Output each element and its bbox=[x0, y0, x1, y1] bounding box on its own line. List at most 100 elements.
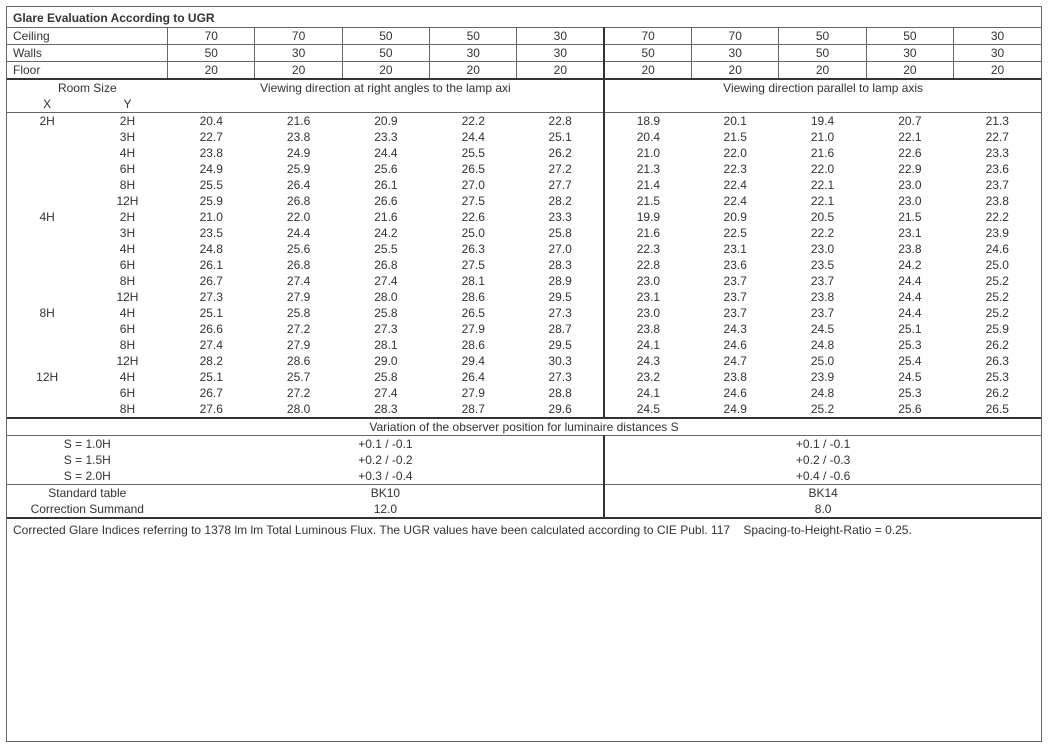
walls-val: 30 bbox=[866, 45, 953, 62]
ugr-value: 25.0 bbox=[779, 353, 866, 369]
ceiling-val: 50 bbox=[430, 28, 517, 45]
ugr-value: 23.7 bbox=[954, 177, 1041, 193]
ugr-value: 27.2 bbox=[255, 321, 342, 337]
ugr-value: 24.1 bbox=[604, 337, 691, 353]
ugr-value: 25.1 bbox=[168, 305, 255, 321]
ugr-value: 24.4 bbox=[430, 129, 517, 145]
ugr-value: 26.5 bbox=[430, 161, 517, 177]
ugr-value: 20.7 bbox=[866, 113, 953, 130]
ugr-value: 23.9 bbox=[954, 225, 1041, 241]
ugr-value: 21.6 bbox=[342, 209, 429, 225]
ugr-value: 20.4 bbox=[168, 113, 255, 130]
ugr-value: 21.0 bbox=[779, 129, 866, 145]
ugr-value: 28.0 bbox=[342, 289, 429, 305]
floor-val: 20 bbox=[168, 62, 255, 80]
y-cell: 4H bbox=[87, 369, 167, 385]
ugr-value: 27.4 bbox=[168, 337, 255, 353]
floor-label: Floor bbox=[7, 62, 168, 80]
table-row: 4H24.825.625.526.327.022.323.123.023.824… bbox=[7, 241, 1041, 257]
ugr-value: 20.1 bbox=[692, 113, 779, 130]
ugr-value: 24.2 bbox=[866, 257, 953, 273]
y-cell: 8H bbox=[87, 177, 167, 193]
ugr-value: 19.4 bbox=[779, 113, 866, 130]
x-cell bbox=[7, 401, 87, 418]
ugr-value: 21.5 bbox=[866, 209, 953, 225]
variation-right: +0.4 / -0.6 bbox=[604, 468, 1041, 485]
ugr-value: 27.7 bbox=[517, 177, 604, 193]
variation-s-label: S = 1.0H bbox=[7, 436, 168, 453]
ugr-value: 25.3 bbox=[866, 385, 953, 401]
ugr-value: 25.3 bbox=[866, 337, 953, 353]
ugr-value: 24.6 bbox=[954, 241, 1041, 257]
ugr-value: 27.3 bbox=[342, 321, 429, 337]
floor-val: 20 bbox=[517, 62, 604, 80]
y-cell: 3H bbox=[87, 129, 167, 145]
x-cell bbox=[7, 225, 87, 241]
ugr-value: 22.7 bbox=[954, 129, 1041, 145]
table-row: 3H22.723.823.324.425.120.421.521.022.122… bbox=[7, 129, 1041, 145]
ugr-value: 21.3 bbox=[604, 161, 691, 177]
direction-left-header: Viewing direction at right angles to the… bbox=[168, 79, 605, 96]
ugr-value: 27.3 bbox=[517, 305, 604, 321]
ugr-value: 23.8 bbox=[954, 193, 1041, 209]
ugr-value: 28.6 bbox=[430, 337, 517, 353]
ugr-value: 25.9 bbox=[255, 161, 342, 177]
ugr-value: 25.9 bbox=[954, 321, 1041, 337]
ugr-value: 23.0 bbox=[779, 241, 866, 257]
ugr-value: 27.5 bbox=[430, 193, 517, 209]
footnote-right: Spacing-to-Height-Ratio = 0.25. bbox=[730, 523, 912, 537]
ugr-value: 23.7 bbox=[692, 273, 779, 289]
ugr-value: 23.9 bbox=[779, 369, 866, 385]
variation-left: +0.2 / -0.2 bbox=[168, 452, 605, 468]
y-cell: 8H bbox=[87, 401, 167, 418]
footnote: Corrected Glare Indices referring to 137… bbox=[7, 518, 1041, 541]
ugr-value: 24.4 bbox=[255, 225, 342, 241]
ugr-value: 24.3 bbox=[692, 321, 779, 337]
ugr-value: 20.9 bbox=[342, 113, 429, 130]
ugr-value: 27.9 bbox=[255, 337, 342, 353]
ugr-value: 22.0 bbox=[779, 161, 866, 177]
x-cell bbox=[7, 177, 87, 193]
ugr-value: 24.9 bbox=[255, 145, 342, 161]
walls-val: 50 bbox=[342, 45, 429, 62]
ugr-value: 25.1 bbox=[168, 369, 255, 385]
ugr-value: 22.1 bbox=[779, 177, 866, 193]
ugr-value: 23.3 bbox=[954, 145, 1041, 161]
ugr-value: 26.8 bbox=[342, 257, 429, 273]
x-cell bbox=[7, 321, 87, 337]
x-cell bbox=[7, 273, 87, 289]
walls-val: 50 bbox=[604, 45, 691, 62]
variation-row: S = 1.5H+0.2 / -0.2+0.2 / -0.3 bbox=[7, 452, 1041, 468]
y-cell: 12H bbox=[87, 289, 167, 305]
ugr-value: 26.3 bbox=[430, 241, 517, 257]
ugr-value: 26.7 bbox=[168, 385, 255, 401]
footnote-row: Corrected Glare Indices referring to 137… bbox=[7, 518, 1041, 541]
table-row: 12H28.228.629.029.430.324.324.725.025.42… bbox=[7, 353, 1041, 369]
ugr-value: 24.6 bbox=[692, 385, 779, 401]
table-row: 4H23.824.924.425.526.221.022.021.622.623… bbox=[7, 145, 1041, 161]
variation-header: Variation of the observer position for l… bbox=[7, 418, 1041, 436]
ugr-value: 29.5 bbox=[517, 289, 604, 305]
ugr-value: 28.3 bbox=[517, 257, 604, 273]
x-cell: 2H bbox=[7, 113, 87, 130]
ugr-value: 30.3 bbox=[517, 353, 604, 369]
ugr-value: 27.4 bbox=[342, 273, 429, 289]
ugr-value: 26.8 bbox=[255, 257, 342, 273]
table-row: 6H26.727.227.427.928.824.124.624.825.326… bbox=[7, 385, 1041, 401]
ugr-value: 28.7 bbox=[517, 321, 604, 337]
ugr-value: 21.5 bbox=[692, 129, 779, 145]
ugr-value: 24.7 bbox=[692, 353, 779, 369]
y-cell: 6H bbox=[87, 385, 167, 401]
ugr-value: 23.3 bbox=[517, 209, 604, 225]
ugr-value: 25.8 bbox=[255, 305, 342, 321]
ceiling-val: 70 bbox=[168, 28, 255, 45]
ceiling-val: 70 bbox=[604, 28, 691, 45]
correction-left: 12.0 bbox=[168, 501, 605, 518]
floor-val: 20 bbox=[604, 62, 691, 80]
ugr-value: 22.1 bbox=[866, 129, 953, 145]
ugr-value: 29.6 bbox=[517, 401, 604, 418]
ugr-value: 24.5 bbox=[866, 369, 953, 385]
variation-s-label: S = 1.5H bbox=[7, 452, 168, 468]
ugr-value: 25.8 bbox=[342, 305, 429, 321]
ugr-value: 25.1 bbox=[866, 321, 953, 337]
